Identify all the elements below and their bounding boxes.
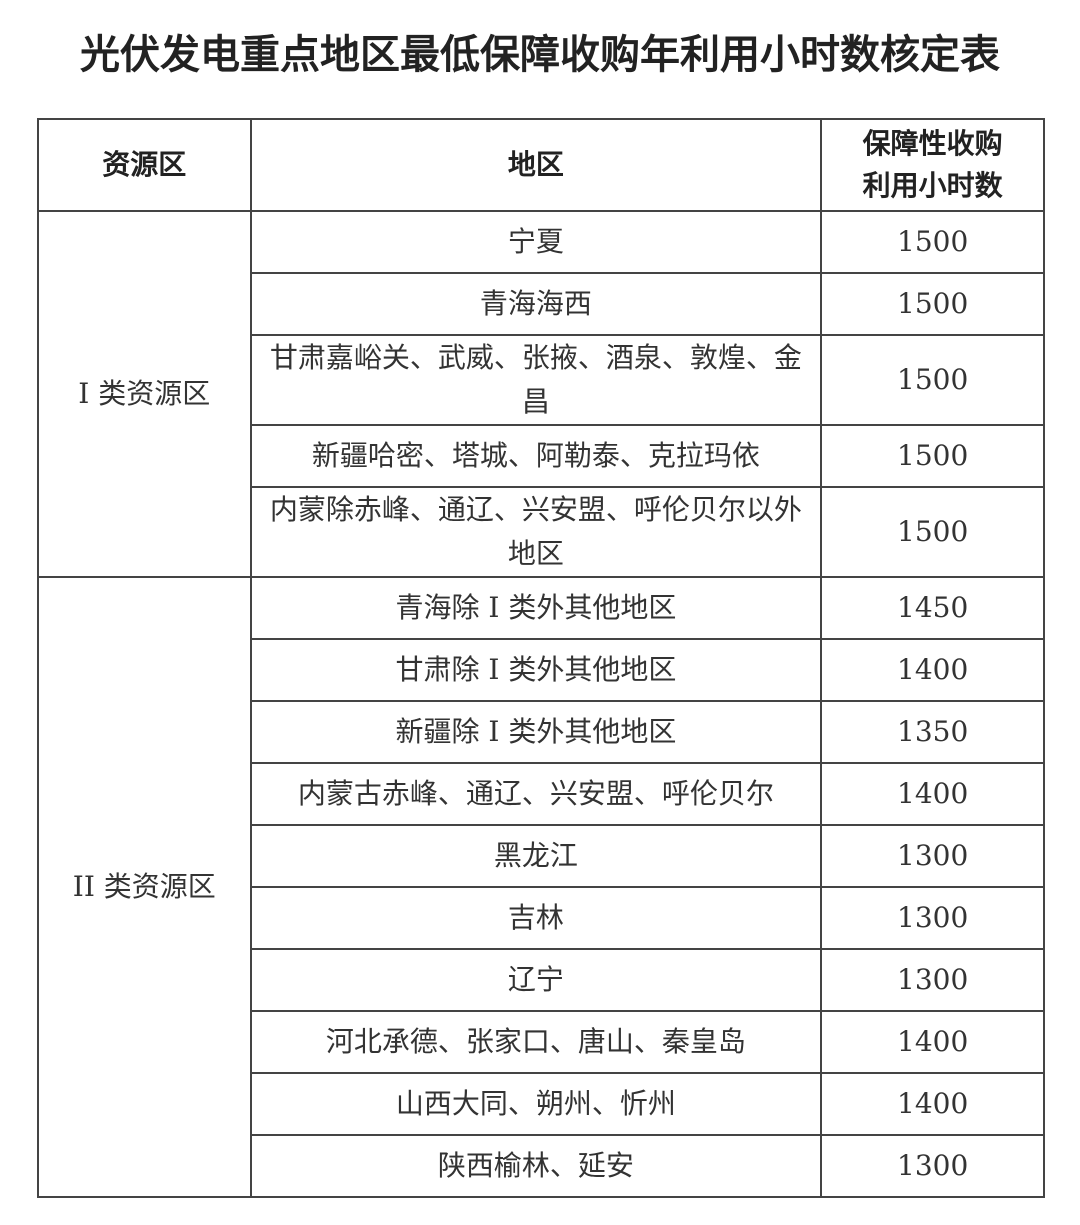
- table-row: 青海海西 1500: [38, 272, 1045, 336]
- hours-cell: 1300: [820, 824, 1045, 888]
- header-zone: 资源区: [37, 118, 252, 212]
- table-row: 新疆除 I 类外其他地区 1350: [38, 700, 1045, 764]
- hours-cell: 1450: [820, 576, 1045, 640]
- table-row: II 类资源区 青海除 I 类外其他地区 1450: [37, 576, 1045, 1198]
- header-hours: 保障性收购 利用小时数: [820, 118, 1045, 212]
- hours-cell: 1300: [820, 1134, 1045, 1198]
- zone-cell: II 类资源区: [37, 576, 252, 1198]
- table-row: 辽宁 1300: [38, 948, 1045, 1012]
- header-region: 地区: [249, 118, 823, 212]
- table-row: 吉林 1300: [38, 886, 1045, 950]
- table-row: 陕西榆林、延安 1300: [38, 1134, 1045, 1198]
- hours-cell: 1400: [820, 638, 1045, 702]
- region-cell: 甘肃除 I 类外其他地区: [249, 638, 823, 702]
- table-header-row: 资源区 地区 保障性收购 利用小时数: [37, 118, 1045, 212]
- table-row: 甘肃除 I 类外其他地区 1400: [38, 638, 1045, 702]
- table-row: 内蒙除赤峰、通辽、兴安盟、呼伦贝尔以外地区 1500: [38, 486, 1045, 578]
- hours-cell: 1350: [820, 700, 1045, 764]
- document-title: 光伏发电重点地区最低保障收购年利用小时数核定表: [80, 32, 1000, 78]
- hours-cell: 1500: [820, 272, 1045, 336]
- table-row: 河北承德、张家口、唐山、秦皇岛 1400: [38, 1010, 1045, 1074]
- hours-table: 资源区 地区 保障性收购 利用小时数 I 类资源区 宁夏 1500 青海海西 1500 甘肃…: [37, 118, 1045, 1198]
- region-cell: 青海海西: [249, 272, 823, 336]
- hours-cell: 1300: [820, 948, 1045, 1012]
- region-cell: 新疆除 I 类外其他地区: [249, 700, 823, 764]
- region-cell: 甘肃嘉峪关、武威、张掖、酒泉、敦煌、金昌: [249, 334, 823, 426]
- hours-cell: 1500: [820, 210, 1045, 274]
- region-cell: 河北承德、张家口、唐山、秦皇岛: [249, 1010, 823, 1074]
- region-cell: 黑龙江: [249, 824, 823, 888]
- hours-cell: 1500: [820, 334, 1045, 426]
- region-cell: 青海除 I 类外其他地区: [249, 576, 823, 640]
- table-row: 内蒙古赤峰、通辽、兴安盟、呼伦贝尔 1400: [38, 762, 1045, 826]
- region-cell: 内蒙除赤峰、通辽、兴安盟、呼伦贝尔以外地区: [249, 486, 823, 578]
- region-cell: 内蒙古赤峰、通辽、兴安盟、呼伦贝尔: [249, 762, 823, 826]
- table-row: 新疆哈密、塔城、阿勒泰、克拉玛依 1500: [38, 424, 1045, 488]
- hours-cell: 1500: [820, 486, 1045, 578]
- region-cell: 吉林: [249, 886, 823, 950]
- hours-cell: 1400: [820, 1072, 1045, 1136]
- region-cell: 陕西榆林、延安: [249, 1134, 823, 1198]
- region-cell: 宁夏: [249, 210, 823, 274]
- table-row: I 类资源区 宁夏 1500: [37, 210, 1045, 578]
- hours-cell: 1500: [820, 424, 1045, 488]
- table-row: 黑龙江 1300: [38, 824, 1045, 888]
- region-cell: 辽宁: [249, 948, 823, 1012]
- hours-cell: 1300: [820, 886, 1045, 950]
- zone-cell: I 类资源区: [37, 210, 252, 578]
- region-cell: 新疆哈密、塔城、阿勒泰、克拉玛依: [249, 424, 823, 488]
- region-cell: 山西大同、朔州、忻州: [249, 1072, 823, 1136]
- table-row: 甘肃嘉峪关、武威、张掖、酒泉、敦煌、金昌 1500: [38, 334, 1045, 426]
- table-row: 山西大同、朔州、忻州 1400: [38, 1072, 1045, 1136]
- hours-cell: 1400: [820, 1010, 1045, 1074]
- hours-cell: 1400: [820, 762, 1045, 826]
